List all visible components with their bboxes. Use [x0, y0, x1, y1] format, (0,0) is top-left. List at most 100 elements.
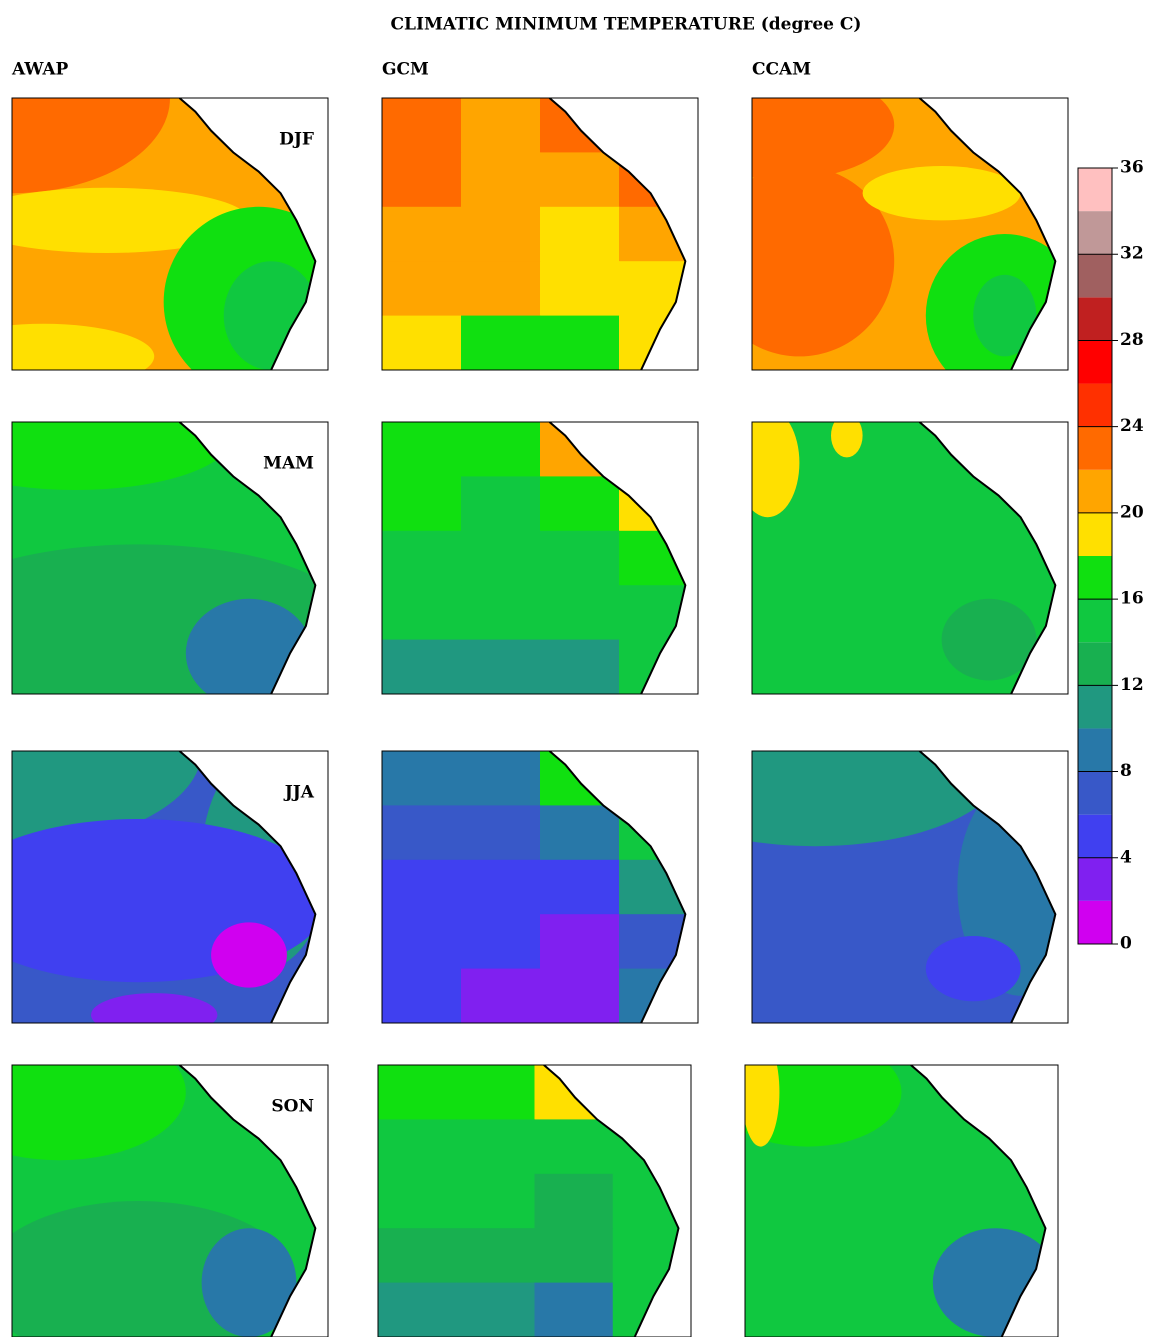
panel-frame	[381, 421, 699, 695]
panel-frame	[381, 750, 699, 1024]
coastline	[910, 1065, 1047, 1337]
grid-cell	[540, 261, 620, 317]
colorbar-tick-label: 16	[1120, 589, 1144, 609]
field-region	[12, 751, 202, 847]
grid-cell	[382, 914, 462, 970]
grid-cell	[540, 206, 620, 262]
season-label: SON	[271, 1097, 314, 1117]
grid-cell	[456, 1173, 535, 1229]
colorbar-tick-label: 36	[1120, 158, 1144, 178]
panel-frame	[381, 97, 699, 371]
colorbar-bin	[1078, 383, 1112, 427]
ocean	[919, 98, 1068, 370]
grid-cell	[461, 530, 541, 586]
grid-cell	[382, 315, 462, 370]
colorbar-bin	[1078, 168, 1112, 212]
colorbar-bin	[1078, 426, 1112, 470]
colorbar-bin	[1078, 728, 1112, 772]
grid-cell	[382, 751, 462, 806]
colorbar-bin	[1078, 814, 1112, 858]
coastline	[178, 1065, 317, 1337]
grid-cell	[461, 968, 541, 1023]
field-region	[973, 274, 1037, 357]
map-field	[752, 422, 1068, 694]
panel-frame	[744, 1064, 1059, 1337]
map-panel	[381, 750, 699, 1024]
map-panel	[751, 750, 1069, 1024]
panel-frame	[11, 1064, 329, 1337]
map-panel	[744, 1064, 1059, 1337]
map-panel	[11, 750, 329, 1024]
grid-cell	[461, 261, 541, 317]
map-panel	[751, 97, 1069, 371]
field-region	[12, 422, 234, 490]
panel-frame	[751, 750, 1069, 1024]
grid-cell	[382, 261, 462, 317]
grid-cell	[456, 1282, 535, 1337]
map-field	[752, 751, 1068, 1023]
map-panel	[377, 1064, 692, 1337]
grid-cell	[540, 914, 620, 970]
grid-cell	[540, 968, 620, 1023]
grid-cell	[456, 1119, 535, 1175]
season-label: MAM	[263, 454, 314, 474]
field-region	[211, 922, 287, 988]
coastline	[918, 751, 1057, 1023]
grid-cell	[540, 530, 620, 586]
panel-frame	[11, 421, 329, 695]
grid-cell	[461, 859, 541, 915]
grid-cell	[540, 152, 620, 208]
grid-cell	[461, 914, 541, 970]
field-region	[12, 323, 155, 370]
field-region	[752, 751, 1005, 847]
field-region	[201, 1228, 297, 1337]
coastline	[178, 422, 317, 694]
grid-cell	[382, 585, 462, 641]
ocean	[179, 98, 328, 370]
colorbar-bin	[1078, 900, 1112, 944]
coastline	[548, 98, 687, 370]
grid-cell	[540, 476, 620, 532]
map-field	[12, 1065, 328, 1337]
coastline	[918, 98, 1057, 370]
grid-cell	[382, 639, 462, 694]
grid-cell	[461, 751, 541, 806]
grid-cell	[382, 152, 462, 208]
grid-cell	[378, 1282, 457, 1337]
colorbar-bin	[1078, 512, 1112, 556]
field-region	[745, 1065, 780, 1147]
grid-cell	[540, 859, 620, 915]
colorbar-tick-label: 28	[1120, 330, 1144, 350]
map-field	[752, 98, 1068, 370]
grid-cell	[382, 206, 462, 262]
map-panel	[11, 1064, 329, 1337]
map-field	[12, 422, 328, 694]
colorbar-bin	[1078, 642, 1112, 686]
field-region	[752, 422, 800, 518]
map-panel	[11, 97, 329, 371]
coastline	[178, 98, 317, 370]
colorbar-bin	[1078, 297, 1112, 341]
field-region	[831, 422, 863, 458]
colorbar-bin	[1078, 340, 1112, 384]
grid-cell	[534, 1119, 614, 1175]
field-region	[752, 98, 895, 180]
panel-frame	[11, 750, 329, 1024]
field-region	[752, 166, 895, 357]
colorbar-tick-label: 0	[1120, 934, 1132, 954]
grid-cell	[382, 476, 462, 532]
colorbar-tick-label: 32	[1120, 244, 1144, 264]
column-label: CCAM	[752, 60, 811, 80]
season-label: DJF	[279, 130, 314, 150]
coastline	[548, 422, 687, 694]
grid-cell	[540, 805, 620, 861]
colorbar-tick-label: 20	[1120, 502, 1144, 522]
field-region	[745, 1065, 902, 1147]
grid-cell	[461, 98, 541, 153]
map-field	[745, 1065, 1058, 1337]
coastline	[178, 751, 317, 1023]
colorbar-tick-label: 4	[1120, 847, 1132, 867]
map-field	[12, 751, 328, 1023]
grid-cell	[461, 206, 541, 262]
